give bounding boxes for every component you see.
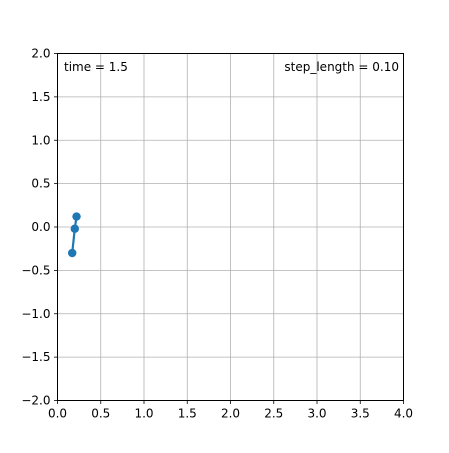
y-tick-label: 0.5 <box>31 177 50 191</box>
y-tick-label: −1.5 <box>21 350 50 364</box>
data-point <box>72 212 81 221</box>
x-tick-label: 0.0 <box>48 407 67 421</box>
data-series <box>68 212 81 258</box>
y-tick-label: 2.0 <box>31 47 50 61</box>
x-tick-label: 3.5 <box>351 407 370 421</box>
y-axis-ticks: 2.0 1.5 1.0 0.5 0.0 −0.5 −1.0 −1.5 −2.0 <box>21 47 58 408</box>
y-tick-label: −2.0 <box>21 394 50 408</box>
x-tick-label: 1.5 <box>178 407 197 421</box>
step-length-annotation: step_length = 0.10 <box>284 60 399 74</box>
y-tick-label: −1.0 <box>21 307 50 321</box>
x-tick-label: 4.0 <box>394 407 413 421</box>
grid-lines <box>57 53 404 401</box>
x-tick-label: 2.0 <box>221 407 240 421</box>
x-tick-label: 2.5 <box>264 407 283 421</box>
series-line <box>71 216 78 254</box>
y-tick-label: −0.5 <box>21 263 50 277</box>
y-tick-label: 1.5 <box>31 90 50 104</box>
y-tick-label: 0.0 <box>31 220 50 234</box>
y-tick-label: 1.0 <box>31 133 50 147</box>
x-tick-label: 1.0 <box>134 407 153 421</box>
x-tick-label: 3.0 <box>307 407 326 421</box>
x-axis-ticks: 0.0 0.5 1.0 1.5 2.0 2.5 3.0 3.5 4.0 <box>48 400 413 421</box>
x-tick-label: 0.5 <box>91 407 110 421</box>
data-point <box>70 224 80 233</box>
time-annotation: time = 1.5 <box>64 60 128 74</box>
data-point <box>68 248 77 258</box>
